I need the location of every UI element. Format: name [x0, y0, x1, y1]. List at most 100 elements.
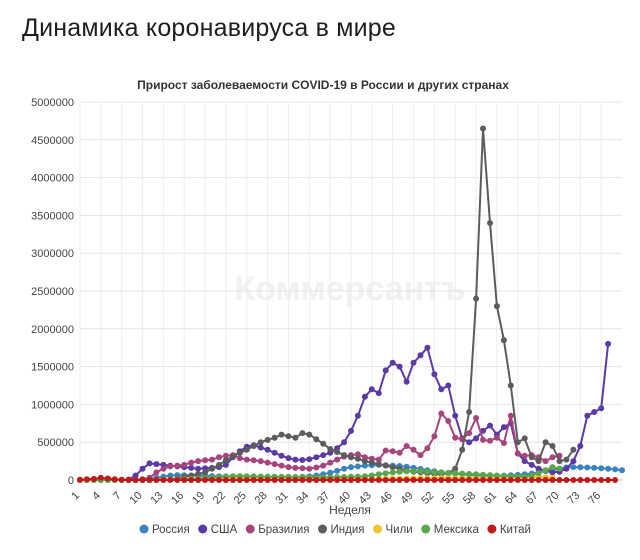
- data-point: [584, 464, 591, 471]
- data-point: [528, 472, 535, 479]
- data-point: [292, 456, 299, 463]
- data-point: [202, 465, 209, 472]
- x-tick-label: 13: [148, 490, 165, 507]
- x-tick-label: 58: [461, 490, 478, 507]
- data-point: [250, 477, 257, 483]
- data-point: [528, 454, 535, 461]
- data-point: [473, 415, 480, 421]
- x-tick-label: 7: [111, 490, 124, 503]
- data-point: [278, 452, 285, 459]
- data-point: [334, 449, 341, 455]
- data-point: [320, 452, 327, 459]
- data-point: [480, 477, 486, 483]
- data-point: [480, 125, 486, 132]
- legend-marker: [487, 524, 497, 534]
- data-point: [382, 477, 389, 483]
- data-point: [354, 463, 361, 470]
- data-point: [424, 468, 431, 475]
- data-point: [549, 477, 556, 483]
- y-tick-label: 1500000: [31, 362, 74, 374]
- data-point: [410, 446, 417, 453]
- data-point: [612, 466, 619, 473]
- data-point: [424, 445, 431, 452]
- data-point: [487, 472, 493, 479]
- data-point: [292, 464, 299, 471]
- data-point: [271, 434, 278, 441]
- data-point: [236, 477, 243, 483]
- data-point: [243, 477, 250, 483]
- legend-item: Россия: [139, 524, 190, 536]
- data-point: [500, 472, 507, 479]
- data-point: [542, 458, 549, 465]
- data-point: [285, 455, 292, 462]
- data-point: [466, 409, 473, 415]
- y-tick-label: 3500000: [31, 210, 74, 222]
- data-point: [348, 477, 354, 483]
- data-point: [466, 439, 473, 446]
- data-point: [591, 409, 598, 415]
- data-point: [556, 477, 563, 483]
- data-point: [313, 454, 320, 461]
- data-point: [153, 477, 160, 483]
- data-point: [389, 448, 396, 455]
- data-point: [188, 459, 195, 466]
- data-point: [382, 470, 389, 477]
- data-point: [396, 477, 403, 483]
- data-point: [278, 431, 285, 438]
- data-point: [549, 454, 556, 461]
- data-point: [619, 467, 625, 474]
- data-point: [605, 340, 612, 347]
- data-point: [243, 456, 250, 463]
- data-point: [507, 382, 514, 389]
- x-axis-label: Неделя: [329, 503, 371, 517]
- legend-label: Китай: [500, 524, 531, 536]
- data-point: [361, 477, 368, 483]
- data-point: [459, 477, 466, 483]
- data-point: [500, 477, 507, 483]
- data-point: [160, 465, 167, 472]
- data-point: [361, 462, 368, 469]
- data-point: [222, 457, 229, 464]
- data-point: [514, 477, 521, 483]
- data-point: [584, 477, 591, 483]
- data-point: [445, 469, 452, 476]
- data-point: [396, 468, 403, 475]
- data-point: [285, 477, 292, 483]
- legend-marker: [245, 524, 255, 534]
- data-point: [438, 477, 445, 483]
- data-point: [584, 412, 591, 419]
- x-tick-label: 46: [378, 490, 395, 507]
- data-point: [209, 456, 215, 463]
- data-point: [313, 436, 320, 443]
- legend-item: Чили: [373, 524, 413, 536]
- data-point: [445, 418, 452, 424]
- x-tick-label: 19: [190, 490, 207, 507]
- y-tick-label: 4000000: [31, 173, 74, 185]
- data-point: [570, 458, 577, 465]
- data-point: [487, 437, 493, 444]
- data-point: [556, 458, 563, 465]
- data-point: [452, 412, 459, 419]
- data-point: [139, 477, 146, 483]
- data-point: [368, 386, 375, 393]
- data-point: [195, 471, 202, 477]
- data-point: [375, 456, 382, 463]
- data-point: [382, 367, 389, 374]
- data-point: [382, 462, 389, 469]
- data-point: [542, 439, 549, 446]
- data-point: [327, 477, 334, 483]
- data-point: [535, 470, 542, 477]
- data-point: [368, 477, 375, 483]
- data-point: [132, 472, 139, 479]
- legend-label: Индия: [331, 524, 365, 536]
- data-point: [507, 477, 514, 483]
- data-point: [424, 477, 431, 483]
- data-point: [104, 475, 111, 482]
- data-point: [473, 477, 480, 483]
- data-point: [493, 303, 500, 310]
- data-point: [348, 464, 354, 471]
- data-point: [410, 359, 417, 366]
- data-point: [375, 471, 382, 478]
- data-point: [563, 456, 570, 463]
